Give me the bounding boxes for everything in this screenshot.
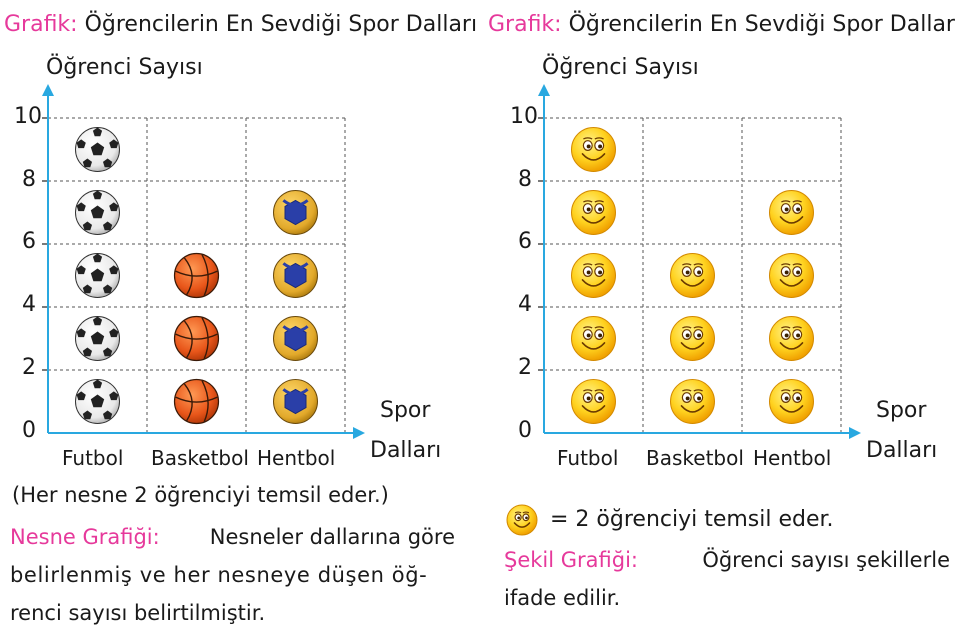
smiley-face-icon: [769, 379, 814, 424]
right-title-text: Öğrencilerin En Sevdiği Spor Dalları: [568, 12, 957, 37]
right-chart-title: Grafik: Öğrencilerin En Sevdiği Spor Dal…: [488, 12, 957, 37]
basketball-icon: [173, 315, 220, 362]
right-chart-axes: [538, 84, 861, 439]
left-desc-line1: Nesneler dallarına göre: [209, 525, 455, 549]
left-y-tick: 4: [22, 292, 36, 317]
left-description: Nesne Grafiği: Nesneler dallarına göre b…: [10, 518, 455, 632]
left-category-label: Futbol: [62, 446, 124, 470]
right-chart-grid: [538, 117, 842, 433]
handball-icon: [273, 190, 318, 235]
right-x-axis-title-line1: Spor: [876, 398, 927, 423]
soccer-ball-icon: [75, 190, 120, 235]
smiley-face-icon: [670, 379, 715, 424]
left-x-axis-title-line2: Dalları: [370, 438, 442, 463]
right-desc-line1: Öğrenci sayısı şekillerle: [702, 548, 950, 572]
right-y-tick: 8: [518, 167, 532, 192]
right-desc-label: Şekil Grafiği:: [504, 548, 638, 572]
smiley-face-icon: [769, 316, 814, 361]
soccer-ball-icon: [75, 316, 120, 361]
right-category-label: Basketbol: [646, 446, 744, 470]
left-scale-note: (Her nesne 2 öğrenciyi temsil eder.): [12, 483, 389, 507]
right-y-axis-title: Öğrenci Sayısı: [542, 55, 699, 80]
soccer-ball-icon: [75, 379, 120, 424]
left-y-tick: 2: [22, 355, 36, 380]
basketball-icon: [173, 252, 220, 299]
left-desc-label: Nesne Grafiği:: [10, 525, 160, 549]
left-y-tick: 6: [22, 229, 36, 254]
handball-icon: [273, 316, 318, 361]
left-title-label: Grafik:: [4, 12, 78, 37]
right-y-tick: 6: [518, 229, 532, 254]
soccer-ball-icon: [75, 127, 120, 172]
right-title-label: Grafik:: [488, 12, 562, 37]
right-category-label: Futbol: [557, 446, 619, 470]
left-category-label: Basketbol: [151, 446, 249, 470]
right-y-tick: 4: [518, 292, 532, 317]
smiley-face-icon: [670, 253, 715, 298]
right-y-tick: 2: [518, 355, 532, 380]
left-chart-grid: [42, 117, 346, 433]
left-chart-title: Grafik: Öğrencilerin En Sevdiği Spor Dal…: [4, 12, 477, 37]
left-desc-line2: belirlenmiş ve her nesneye düşen öğ-: [10, 563, 428, 587]
smiley-face-icon: [571, 316, 616, 361]
left-y-tick: 8: [22, 167, 36, 192]
left-x-axis-title-line1: Spor: [380, 398, 431, 423]
right-legend-text: = 2 öğrenciyi temsil eder.: [550, 507, 834, 532]
smiley-face-icon: [571, 190, 616, 235]
smiley-face-icon: [571, 253, 616, 298]
left-y-axis-title: Öğrenci Sayısı: [46, 55, 203, 80]
left-chart-axes: [42, 84, 365, 439]
basketball-icon: [173, 378, 220, 425]
left-title-text: Öğrencilerin En Sevdiği Spor Dalları: [84, 12, 478, 37]
smiley-face-icon: [769, 190, 814, 235]
left-y-tick: 10: [14, 104, 42, 129]
right-description: Şekil Grafiği: Öğrenci sayısı şekillerle…: [504, 541, 950, 617]
left-category-label: Hentbol: [257, 446, 336, 470]
left-desc-line3: renci sayısı belirtilmiştir.: [10, 601, 266, 625]
smiley-face-icon: [571, 127, 616, 172]
handball-icon: [273, 253, 318, 298]
right-x-axis-title-line2: Dalları: [866, 438, 938, 463]
right-y-tick: 0: [518, 418, 532, 443]
right-category-label: Hentbol: [753, 446, 832, 470]
right-y-tick: 10: [510, 104, 538, 129]
handball-icon: [273, 379, 318, 424]
smiley-face-icon: [769, 253, 814, 298]
smiley-face-icon: [571, 379, 616, 424]
legend-smiley-icon: [506, 504, 538, 536]
soccer-ball-icon: [75, 253, 120, 298]
right-desc-line2: ifade edilir.: [504, 586, 621, 610]
smiley-face-icon: [670, 316, 715, 361]
left-y-tick: 0: [22, 418, 36, 443]
